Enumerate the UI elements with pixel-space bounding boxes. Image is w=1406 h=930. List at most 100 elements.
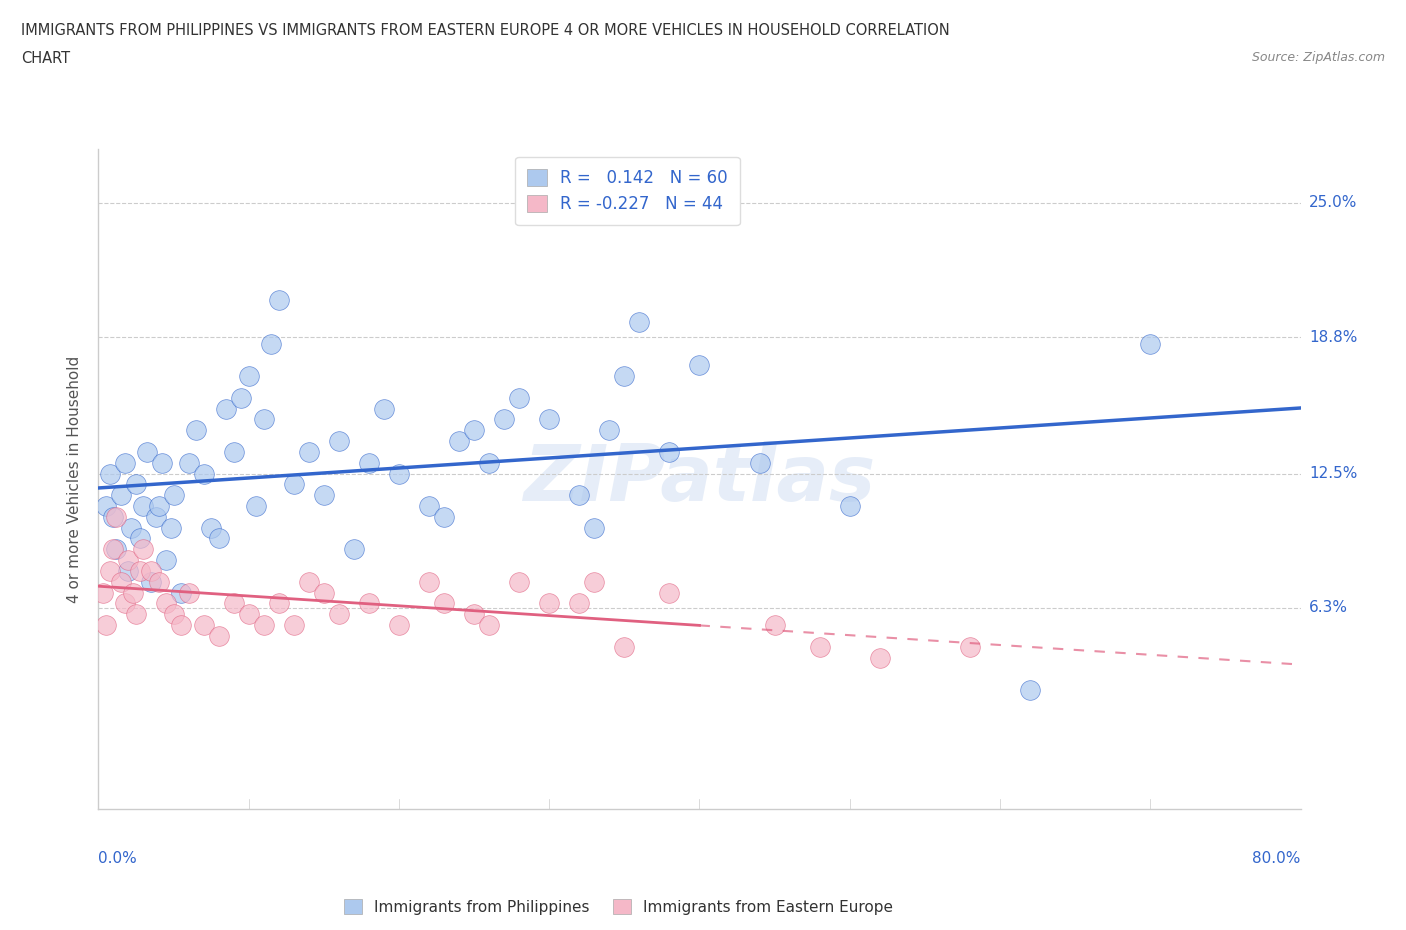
Point <box>583 575 606 590</box>
Point <box>208 629 231 644</box>
Point <box>103 510 125 525</box>
Point <box>959 639 981 654</box>
Point <box>508 575 530 590</box>
Point <box>150 456 173 471</box>
Point <box>193 466 215 481</box>
Point <box>129 564 152 578</box>
Point <box>478 456 501 471</box>
Text: 80.0%: 80.0% <box>1253 851 1301 866</box>
Point <box>447 433 470 448</box>
Point <box>494 412 516 427</box>
Text: IMMIGRANTS FROM PHILIPPINES VS IMMIGRANTS FROM EASTERN EUROPE 4 OR MORE VEHICLES: IMMIGRANTS FROM PHILIPPINES VS IMMIGRANT… <box>21 23 950 38</box>
Y-axis label: 4 or more Vehicles in Household: 4 or more Vehicles in Household <box>67 355 83 603</box>
Point <box>267 596 290 611</box>
Point <box>388 466 411 481</box>
Point <box>114 596 136 611</box>
Point <box>125 477 148 492</box>
Point <box>748 456 770 471</box>
Point <box>110 575 132 590</box>
Point <box>418 575 440 590</box>
Point <box>170 585 193 600</box>
Point <box>208 531 231 546</box>
Point <box>312 585 335 600</box>
Point <box>433 596 456 611</box>
Point <box>298 445 321 459</box>
Point <box>357 456 380 471</box>
Point <box>103 542 125 557</box>
Point <box>139 575 162 590</box>
Point <box>222 596 245 611</box>
Point <box>808 639 831 654</box>
Point <box>478 618 501 632</box>
Point <box>343 542 366 557</box>
Point <box>125 606 148 621</box>
Point <box>463 423 485 438</box>
Point <box>238 606 260 621</box>
Point <box>145 510 167 525</box>
Point <box>245 498 267 513</box>
Point <box>110 487 132 502</box>
Legend: Immigrants from Philippines, Immigrants from Eastern Europe: Immigrants from Philippines, Immigrants … <box>336 891 901 923</box>
Point <box>91 585 114 600</box>
Point <box>357 596 380 611</box>
Point <box>658 585 681 600</box>
Point <box>193 618 215 632</box>
Point <box>508 391 530 405</box>
Point <box>200 520 222 535</box>
Point <box>568 487 591 502</box>
Point <box>105 542 128 557</box>
Point <box>283 618 305 632</box>
Point <box>328 606 350 621</box>
Point <box>538 596 561 611</box>
Point <box>388 618 411 632</box>
Point <box>583 520 606 535</box>
Point <box>170 618 193 632</box>
Point <box>267 293 290 308</box>
Point <box>598 423 620 438</box>
Point <box>231 391 253 405</box>
Point <box>117 564 139 578</box>
Point <box>328 433 350 448</box>
Point <box>1019 683 1042 698</box>
Point <box>177 585 200 600</box>
Point <box>613 368 636 383</box>
Point <box>129 531 152 546</box>
Point <box>155 596 177 611</box>
Text: 12.5%: 12.5% <box>1309 466 1357 481</box>
Point <box>253 412 276 427</box>
Point <box>117 552 139 567</box>
Text: 0.0%: 0.0% <box>98 851 138 866</box>
Point <box>658 445 681 459</box>
Point <box>184 423 207 438</box>
Point <box>122 585 145 600</box>
Point <box>253 618 276 632</box>
Point <box>869 650 891 665</box>
Point <box>162 606 184 621</box>
Point <box>628 314 651 329</box>
Point <box>148 498 170 513</box>
Point <box>433 510 456 525</box>
Point <box>463 606 485 621</box>
Point <box>418 498 440 513</box>
Point <box>177 456 200 471</box>
Point <box>688 358 710 373</box>
Point <box>135 445 157 459</box>
Point <box>132 542 155 557</box>
Point <box>613 639 636 654</box>
Point <box>139 564 162 578</box>
Point <box>155 552 177 567</box>
Point <box>121 520 143 535</box>
Text: 18.8%: 18.8% <box>1309 329 1357 345</box>
Point <box>162 487 184 502</box>
Point <box>105 510 128 525</box>
Point <box>94 498 117 513</box>
Point <box>838 498 860 513</box>
Text: ZIPatlas: ZIPatlas <box>523 441 876 517</box>
Point <box>148 575 170 590</box>
Point <box>298 575 321 590</box>
Point <box>373 401 395 416</box>
Legend: R =   0.142   N = 60, R = -0.227   N = 44: R = 0.142 N = 60, R = -0.227 N = 44 <box>515 157 740 225</box>
Point <box>100 466 122 481</box>
Point <box>1139 337 1161 352</box>
Point <box>260 337 283 352</box>
